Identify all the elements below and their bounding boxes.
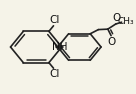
Text: O: O bbox=[108, 37, 116, 47]
Text: NH: NH bbox=[52, 42, 67, 52]
Text: Cl: Cl bbox=[49, 69, 59, 79]
Text: O: O bbox=[112, 13, 120, 23]
Text: Cl: Cl bbox=[49, 15, 59, 25]
Text: CH₃: CH₃ bbox=[118, 17, 134, 26]
